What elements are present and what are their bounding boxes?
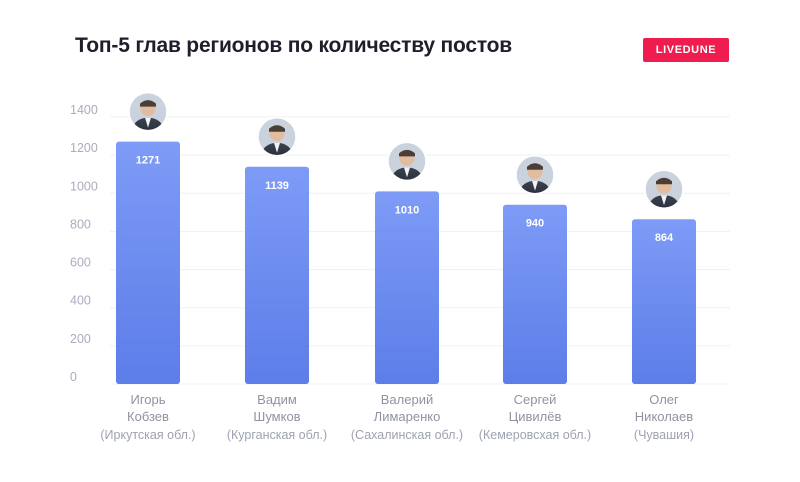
bar [503, 204, 567, 384]
bar-value-label: 1010 [395, 204, 419, 216]
avatar [257, 117, 297, 157]
category-region: (Иркутская обл.) [100, 428, 195, 442]
bar-value-label: 1139 [265, 180, 289, 192]
y-tick-label: 1000 [70, 179, 98, 193]
avatar [387, 141, 427, 182]
y-tick-label: 0 [70, 370, 77, 384]
category-first-name: Игорь [130, 392, 165, 407]
bar-value-label: 864 [655, 232, 674, 244]
category-last-name: Кобзев [127, 409, 169, 424]
chart-title: Топ-5 глав регионов по количеству постов [75, 34, 513, 57]
y-tick-label: 600 [70, 256, 91, 270]
category-region: (Сахалинская обл.) [351, 428, 463, 442]
category-last-name: Лимаренко [374, 409, 441, 424]
avatar [644, 169, 684, 209]
y-tick-label: 400 [70, 294, 91, 308]
category-last-name: Николаев [635, 409, 693, 424]
category-first-name: Олег [649, 392, 679, 407]
bar [375, 191, 439, 384]
bar-value-label: 940 [526, 218, 544, 230]
y-tick-label: 1400 [70, 103, 98, 117]
category-region: (Кемеровсхая обл.) [479, 428, 591, 442]
category-region: (Чувашия) [634, 428, 694, 442]
brand-logo: LIVEDUNE [643, 38, 729, 62]
avatar [515, 154, 555, 195]
avatar [128, 91, 168, 132]
bar [116, 141, 180, 384]
y-tick-label: 1200 [70, 141, 98, 155]
bar [245, 166, 309, 384]
y-tick-label: 200 [70, 332, 91, 346]
category-first-name: Сергей [514, 392, 557, 407]
category-first-name: Валерий [381, 392, 433, 407]
bar [632, 219, 696, 384]
category-last-name: Шумков [253, 409, 300, 424]
category-region: (Курганская обл.) [227, 428, 327, 442]
category-first-name: Вадим [257, 392, 297, 407]
y-tick-label: 800 [70, 217, 91, 231]
bar-value-label: 1271 [136, 155, 160, 167]
category-last-name: Цивилёв [509, 409, 562, 424]
